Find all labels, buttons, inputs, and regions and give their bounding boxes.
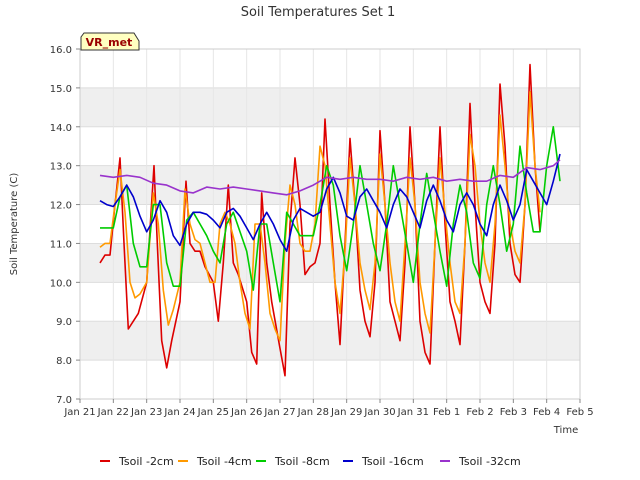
y-tick-label: 10.0	[50, 278, 72, 289]
legend-item: Tsoil -2cm	[100, 455, 174, 468]
x-tick-label: Jan 21	[63, 407, 95, 418]
y-tick-label: 15.0	[50, 84, 72, 95]
legend-label: Tsoil -2cm	[118, 455, 174, 468]
chart-title: Soil Temperatures Set 1	[241, 5, 396, 20]
badge-shape	[80, 32, 140, 51]
legend-item: Tsoil -32cm	[440, 455, 521, 468]
x-tick-label: Jan 29	[330, 407, 362, 418]
x-tick-label: Jan 26	[230, 407, 262, 418]
legend-item: Tsoil -16cm	[343, 455, 424, 468]
legend: Tsoil -2cm Tsoil -4cm Tsoil -8cm Tsoil -16c…	[100, 455, 521, 468]
band-8	[80, 321, 580, 361]
legend-label: Tsoil -4cm	[196, 455, 252, 468]
y-tick-label: 7.0	[56, 395, 72, 406]
x-tick-label: Jan 23	[130, 407, 162, 418]
badge-label: VR_met	[86, 36, 133, 49]
y-tick-label: 13.0	[50, 162, 72, 173]
band-14	[80, 87, 580, 127]
x-tick-label: Feb 2	[466, 407, 493, 418]
y-tick-label: 12.0	[50, 201, 72, 212]
band-9	[80, 282, 580, 322]
y-tick-label: 8.0	[56, 356, 72, 367]
x-axis-title: Time	[553, 425, 578, 436]
x-tick-label: Feb 4	[533, 407, 560, 418]
legend-item: Tsoil -4cm	[178, 455, 252, 468]
band-7	[80, 360, 580, 399]
y-axis-ticks: 7.0 8.0 9.0 10.0 11.0 12.0 13.0 14.0 15.0 16.0	[50, 45, 80, 406]
x-tick-label: Feb 5	[566, 407, 593, 418]
x-axis-ticks: Jan 21 Jan 22 Jan 23 Jan 24 Jan 25 Jan 26 Jan …	[63, 399, 594, 418]
y-tick-label: 9.0	[56, 317, 72, 328]
band-10	[80, 243, 580, 283]
legend-item: Tsoil -8cm	[256, 455, 330, 468]
series-line-tsoil-32cm	[99, 159, 561, 196]
legend-label: Tsoil -8cm	[274, 455, 330, 468]
x-tick-label: Jan 22	[97, 407, 129, 418]
x-tick-label: Feb 3	[500, 407, 527, 418]
station-badge: VR_met	[80, 32, 140, 51]
legend-label: Tsoil -32cm	[458, 455, 521, 468]
band-15	[80, 49, 580, 88]
band-13	[80, 126, 580, 166]
x-tick-label: Jan 25	[197, 407, 229, 418]
x-tick-label: Jan 24	[163, 407, 195, 418]
y-tick-label: 16.0	[50, 45, 72, 56]
series-line-tsoil-4cm	[99, 91, 541, 342]
legend-label: Tsoil -16cm	[361, 455, 424, 468]
y-axis-title: Soil Temperature (C)	[9, 173, 20, 276]
series-layer	[99, 63, 561, 377]
series-line-tsoil-16cm	[99, 153, 561, 252]
series-line-tsoil-2cm	[99, 63, 541, 377]
plot-frame	[79, 48, 581, 400]
x-tick-label: Feb 1	[433, 407, 460, 418]
series-line-tsoil-8cm	[100, 126, 561, 303]
x-tick-label: Jan 31	[397, 407, 429, 418]
x-tick-label: Jan 28	[297, 407, 329, 418]
y-tick-label: 14.0	[50, 123, 72, 134]
x-tick-label: Jan 30	[363, 407, 395, 418]
x-tick-label: Jan 27	[263, 407, 295, 418]
y-tick-label: 11.0	[50, 239, 72, 250]
